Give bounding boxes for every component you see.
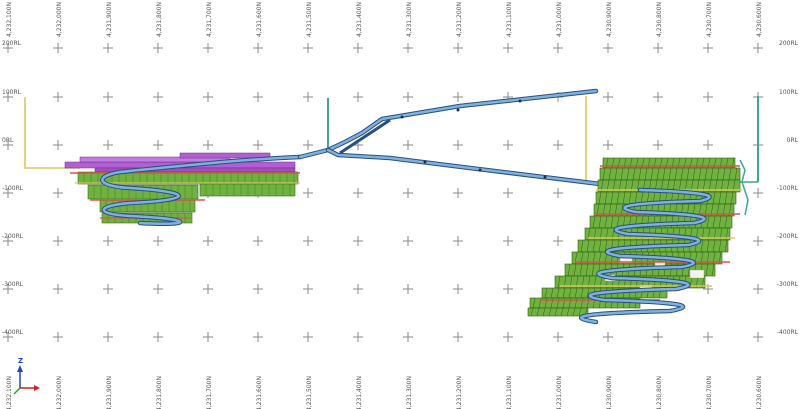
northing-label-bottom: 4,231,600N xyxy=(256,376,263,409)
ramp-upper-branch xyxy=(298,89,598,159)
northing-label-top: 4,230,700N xyxy=(706,2,713,37)
right-orebody xyxy=(527,157,749,325)
rl-label-right: -200RL xyxy=(777,233,799,240)
rl-label-left: 200RL xyxy=(2,40,22,47)
rl-labels-right: 200RL 100RL 0RL -100RL -200RL -300RL -400RL xyxy=(777,40,799,336)
northing-label-bottom: 4,232,100N xyxy=(6,376,13,409)
northing-labels-top: 4,232,100N 4,232,000N 4,231,900N 4,231,800N… xyxy=(6,2,763,37)
left-spiral-decline xyxy=(101,155,302,225)
rl-label-left: -200RL xyxy=(2,233,24,240)
northing-label-top: 4,230,900N xyxy=(606,2,613,37)
northing-label-top: 4,230,800N xyxy=(656,2,663,37)
northing-label-top: 4,232,000N xyxy=(56,2,63,37)
rl-label-right: 200RL xyxy=(779,40,799,47)
rl-label-right: -300RL xyxy=(777,281,799,288)
northing-label-top: 4,232,100N xyxy=(6,2,13,37)
ramp-link xyxy=(339,118,391,155)
axis-triad: Z xyxy=(13,357,40,395)
rl-label-left: -400RL xyxy=(2,329,24,336)
northing-label-bottom: 4,231,900N xyxy=(106,376,113,409)
rl-label-right: 100RL xyxy=(779,89,799,96)
northing-label-bottom: 4,230,600N xyxy=(756,376,763,409)
northing-label-bottom: 4,231,500N xyxy=(306,376,313,409)
northing-label-top: 4,231,100N xyxy=(506,2,513,37)
rl-label-left: -100RL xyxy=(2,185,24,192)
rl-label-left: 100RL xyxy=(2,89,22,96)
main-decline xyxy=(297,88,643,193)
purple-stopes xyxy=(64,152,296,173)
shaft-left-yellow xyxy=(24,97,80,169)
rl-label-left: 0RL xyxy=(2,137,14,144)
rl-label-left: -300RL xyxy=(2,281,24,288)
northing-label-top: 4,231,500N xyxy=(306,2,313,37)
northing-label-bottom: 4,231,200N xyxy=(456,376,463,409)
northing-label-bottom: 4,230,700N xyxy=(706,376,713,409)
ramp-lower-branch xyxy=(326,148,642,192)
northing-label-top: 4,231,300N xyxy=(406,2,413,37)
rl-label-right: 0RL xyxy=(787,137,799,144)
rl-labels-left: 200RL 100RL 0RL -100RL -200RL -300RL -400RL xyxy=(2,40,24,336)
northing-label-top: 4,231,800N xyxy=(156,2,163,37)
northing-label-bottom: 4,231,400N xyxy=(356,376,363,409)
northing-label-bottom: 4,231,300N xyxy=(406,376,413,409)
northing-label-bottom: 4,231,800N xyxy=(156,376,163,409)
northing-label-top: 4,231,600N xyxy=(256,2,263,37)
pillar xyxy=(689,269,705,279)
green-stope xyxy=(199,183,296,197)
northing-label-top: 4,231,000N xyxy=(556,2,563,37)
northing-label-bottom: 4,230,900N xyxy=(606,376,613,409)
northing-label-bottom: 4,231,100N xyxy=(506,376,513,409)
rl-label-right: -100RL xyxy=(777,185,799,192)
northing-label-top: 4,231,700N xyxy=(206,2,213,37)
green-stope xyxy=(527,307,589,317)
northing-label-bottom: 4,232,000N xyxy=(56,376,63,409)
northing-label-top: 4,231,200N xyxy=(456,2,463,37)
northing-label-bottom: 4,231,000N xyxy=(556,376,563,409)
shafts xyxy=(24,96,759,183)
northing-label-top: 4,231,400N xyxy=(356,2,363,37)
northing-labels-bottom: 4,232,100N 4,232,000N 4,231,900N 4,231,800N… xyxy=(6,376,763,409)
y-axis xyxy=(13,387,21,395)
left-orebody xyxy=(64,152,303,226)
northing-label-top: 4,230,600N xyxy=(756,2,763,37)
northing-label-top: 4,231,900N xyxy=(106,2,113,37)
right-spiral-decline xyxy=(580,188,711,324)
northing-label-bottom: 4,231,700N xyxy=(206,376,213,409)
northing-label-bottom: 4,230,800N xyxy=(656,376,663,409)
rl-label-right: -400RL xyxy=(777,329,799,336)
z-axis-label: Z xyxy=(18,357,23,365)
